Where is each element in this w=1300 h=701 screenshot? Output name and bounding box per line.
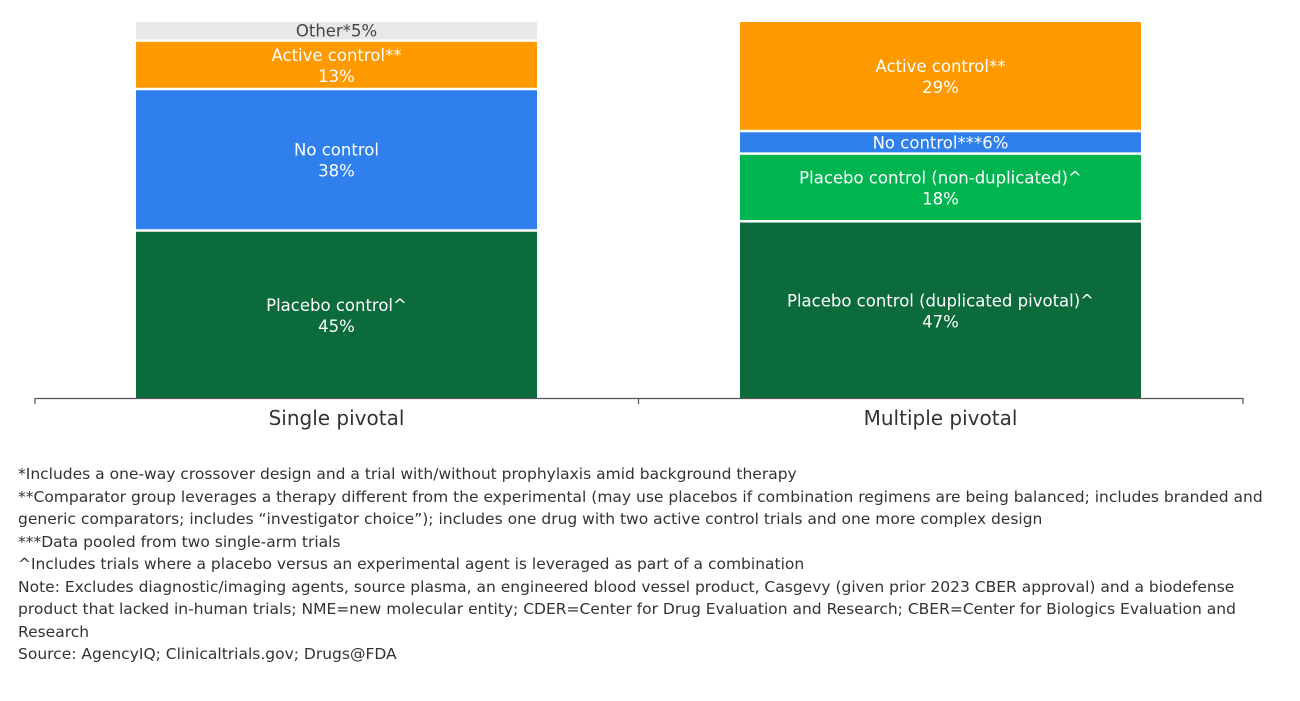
bar-segment-single-pivotal-placebo-control-label: Placebo control^ <box>266 296 407 315</box>
footnote-note: Note: Excludes diagnostic/imaging agents… <box>18 577 1236 641</box>
bar-segment-single-pivotal-placebo-control-value-label: 45% <box>318 317 355 336</box>
bar-segment-multiple-pivotal-no-control <box>740 132 1141 153</box>
bar-segment-multiple-pivotal-active-control <box>740 22 1141 130</box>
footnote-active-control: **Comparator group leverages a therapy d… <box>18 487 1263 529</box>
bar-segment-single-pivotal-other-label: Other*5% <box>296 22 377 41</box>
bar-segment-multiple-pivotal-no-control-label: No control***6% <box>873 133 1009 152</box>
bar-segment-single-pivotal-no-control-label: No control <box>294 141 379 160</box>
footnote-source: Source: AgencyIQ; Clinicaltrials.gov; Dr… <box>18 645 397 663</box>
footnotes: *Includes a one-way crossover design and… <box>18 463 1288 666</box>
bar-segment-multiple-pivotal-placebo-control-non-duplicated-value-label: 18% <box>922 189 959 208</box>
bar-segment-single-pivotal-no-control <box>136 90 537 230</box>
bar-segment-multiple-pivotal-active-control-label: Active control** <box>876 57 1006 76</box>
bar-segment-multiple-pivotal-placebo-control-duplicated-pivotal-value-label: 47% <box>922 312 959 331</box>
segment-labels: Placebo control^ 45% No control 38% Active c… <box>266 22 1094 336</box>
stacked-bar-chart: Placebo control^ 45% No control 38% Active c… <box>34 22 1244 430</box>
bar-segment-multiple-pivotal-placebo-control-non-duplicated <box>740 154 1141 221</box>
footnote-no-control: ***Data pooled from two single-arm trial… <box>18 532 341 551</box>
bar-segment-single-pivotal-active-control <box>136 41 537 88</box>
bar-segment-multiple-pivotal-active-control-value-label: 29% <box>922 78 959 97</box>
bar-segment-single-pivotal-other <box>136 22 537 40</box>
x-axis: Single pivotal Multiple pivotal <box>34 397 1244 430</box>
bar-segment-single-pivotal-no-control-value-label: 38% <box>318 162 355 181</box>
x-tick-label-single-pivotal: Single pivotal <box>269 406 405 430</box>
footnote-placebo: ^Includes trials where a placebo versus … <box>18 555 805 573</box>
bar-segment-multiple-pivotal-placebo-control-duplicated-pivotal <box>740 222 1141 398</box>
x-tick-label-multiple-pivotal: Multiple pivotal <box>864 406 1018 430</box>
bar-segment-multiple-pivotal-placebo-control-duplicated-pivotal-label: Placebo control (duplicated pivotal)^ <box>787 291 1094 310</box>
bar-segment-single-pivotal-active-control-label: Active control** <box>272 46 402 65</box>
bar-segment-single-pivotal-active-control-value-label: 13% <box>318 67 355 86</box>
bar-segment-multiple-pivotal-placebo-control-non-duplicated-label: Placebo control (non-duplicated)^ <box>799 168 1082 187</box>
bar-segment-single-pivotal-placebo-control <box>136 231 537 398</box>
footnote-other: *Includes a one-way crossover design and… <box>18 465 797 483</box>
bar-segments <box>136 22 1141 398</box>
